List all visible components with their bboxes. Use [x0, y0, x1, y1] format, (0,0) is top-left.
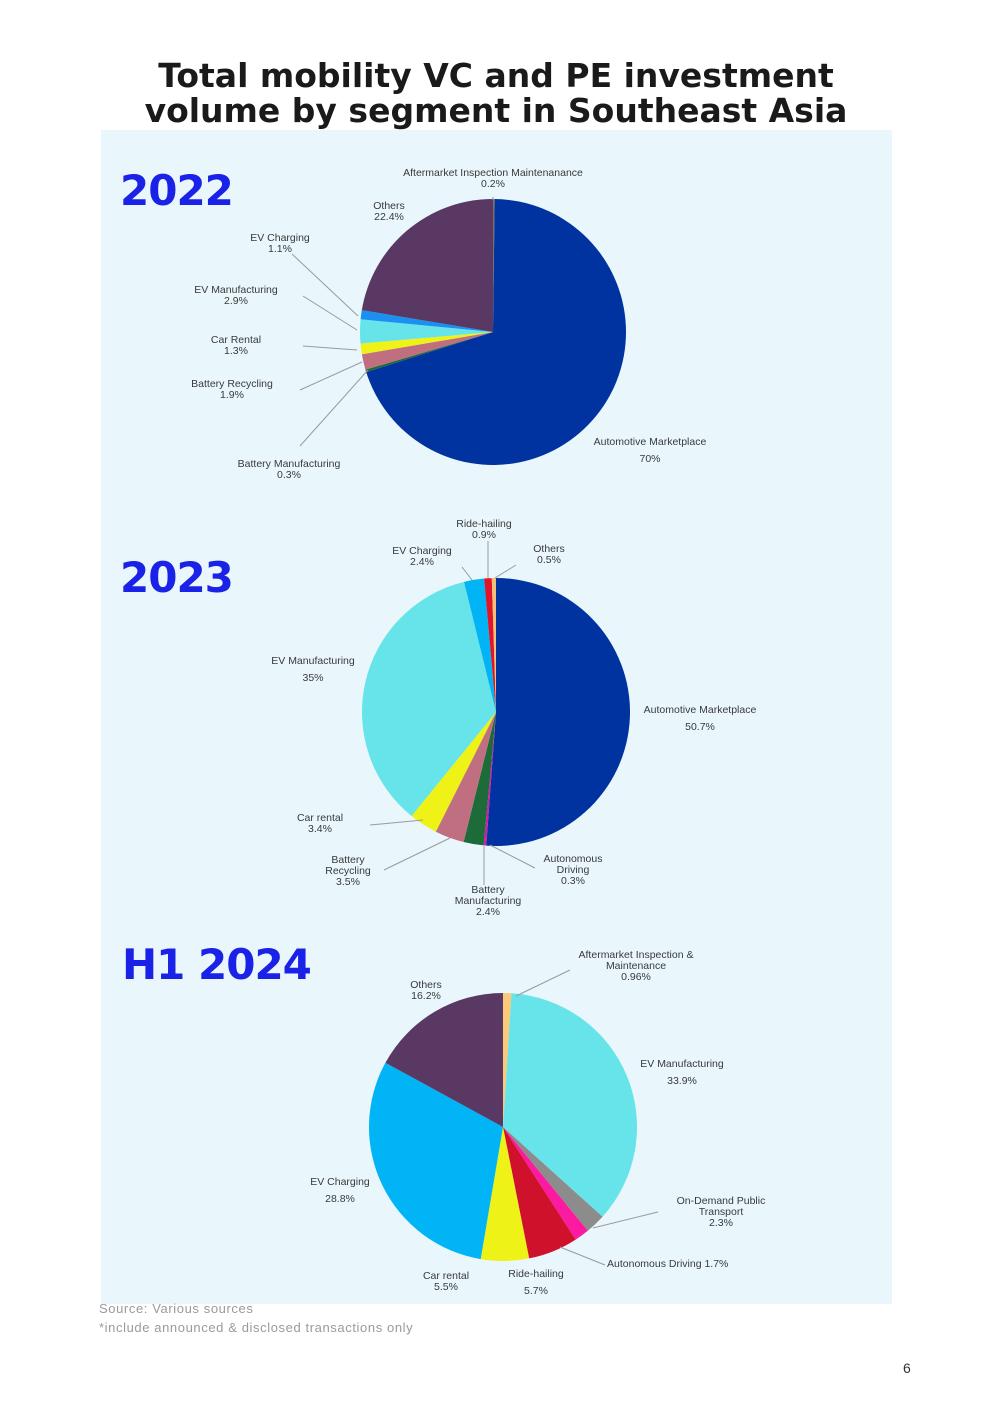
slice-h1-2024-aftermarket-inspection-maintenance	[503, 993, 512, 1127]
slice-2022-aftermarket-inspection-maintenanance	[493, 199, 495, 332]
year-h1-2024-heading: H1 2024	[122, 940, 312, 989]
label-h1-2024-on-demand-public-transport: On-Demand Public Transport 2.3%	[677, 1195, 766, 1229]
slice-2023-others	[491, 578, 496, 712]
leader-lines	[291, 197, 659, 1266]
slice-h1-2024-autonomous-driving	[503, 1127, 588, 1240]
slice-2022-battery-recycling	[361, 332, 493, 370]
leader-h1-2024-on-demand-public-transport	[592, 1211, 659, 1229]
slice-2023-automotive-marketplace	[486, 578, 630, 846]
pie-chart-h1-2024	[369, 992, 637, 1261]
slice-h1-2024-on-demand-public-transport	[503, 1127, 603, 1231]
pie-chart-2023	[362, 578, 630, 846]
slice-h1-2024-ride-hailing	[503, 1127, 576, 1259]
leader-h1-2024-autonomous-driving	[559, 1246, 606, 1266]
label-2022-others: Others 22.4%	[373, 200, 405, 223]
slice-labels: Aftermarket Inspection Maintenanance 0.2%…	[191, 167, 765, 1297]
slice-h1-2024-car-rental	[480, 1127, 530, 1261]
label-2023-car-rental: Car rental 3.4%	[297, 812, 343, 835]
leader-h1-2024-aftermarket-inspection-maintenance	[515, 969, 571, 997]
label-h1-2024-ev-charging: EV Charging 28.8%	[310, 1176, 370, 1205]
title-line-2: volume by segment in Southeast Asia	[144, 91, 848, 130]
label-h1-2024-car-rental: Car rental 5.5%	[423, 1270, 469, 1293]
label-2022-automotive-marketplace: Automotive Marketplace 70%	[594, 436, 707, 465]
leader-2023-others	[494, 564, 517, 579]
footnote: *include announced & disclosed transacti…	[99, 1320, 414, 1335]
slice-2022-ev-manufacturing	[360, 319, 493, 344]
label-h1-2024-others: Others 16.2%	[410, 979, 442, 1002]
leader-2022-ev-manufacturing	[302, 295, 358, 331]
year-2022-heading: 2022	[120, 166, 234, 215]
page-number: 6	[903, 1360, 911, 1376]
label-2023-autonomous-driving: Autonomous Driving 0.3%	[544, 853, 603, 887]
label-2022-ev-manufacturing: EV Manufacturing 2.9%	[194, 284, 278, 307]
title-line-1: Total mobility VC and PE investment	[158, 56, 834, 95]
label-2022-car-rental: Car Rental 1.3%	[211, 334, 261, 357]
slice-2023-ev-charging	[464, 578, 496, 712]
slice-2023-autonomous-driving	[483, 712, 496, 846]
label-2022-aftermarket-inspection-maintenanance: Aftermarket Inspection Maintenanance 0.2%	[403, 167, 583, 190]
slice-2023-car-rental	[411, 712, 496, 832]
label-2022-ev-charging: EV Charging 1.1%	[250, 232, 310, 255]
label-2023-others: Others 0.5%	[533, 543, 565, 566]
slice-2022-battery-manufacturing	[365, 332, 493, 373]
label-2023-battery-recycling: Battery Recycling 3.5%	[325, 854, 371, 888]
label-h1-2024-ride-hailing: Ride-hailing 5.7%	[508, 1268, 564, 1297]
label-2022-battery-manufacturing: Battery Manufacturing 0.3%	[238, 458, 341, 481]
leader-2022-battery-manufacturing	[299, 369, 369, 447]
slice-2023-battery-manufacturing	[463, 712, 496, 846]
label-2023-ev-manufacturing: EV Manufacturing 35%	[271, 655, 355, 684]
label-2023-ev-charging: EV Charging 2.4%	[392, 545, 452, 568]
page-title: Total mobility VC and PE investment volu…	[0, 58, 992, 128]
leader-2022-ev-charging	[291, 253, 359, 317]
slice-2023-ev-manufacturing	[362, 581, 496, 817]
leader-2023-car-rental	[369, 819, 424, 826]
slice-2022-others	[361, 199, 493, 332]
slice-2023-battery-recycling	[435, 712, 496, 843]
slice-2022-automotive-marketplace	[366, 199, 627, 465]
leader-2022-battery-recycling	[299, 361, 363, 391]
label-h1-2024-ev-manufacturing: EV Manufacturing 33.9%	[640, 1058, 724, 1087]
year-2023-heading: 2023	[120, 553, 234, 602]
leader-2023-ev-charging	[461, 566, 473, 581]
slice-h1-2024-ev-manufacturing	[503, 993, 637, 1217]
pie-chart-2022	[360, 199, 627, 465]
leader-2023-battery-recycling	[383, 837, 451, 871]
label-h1-2024-aftermarket-inspection-maintenance: Aftermarket Inspection & Maintenance 0.96%	[579, 949, 694, 983]
slice-2022-ev-charging	[360, 310, 493, 332]
slice-h1-2024-others	[385, 992, 503, 1127]
slice-h1-2024-ev-charging	[369, 1062, 503, 1260]
slice-2022-car-rental	[360, 332, 493, 355]
source-note: Source: Various sources	[99, 1301, 254, 1316]
label-2023-battery-manufacturing: Battery Manufacturing 2.4%	[455, 884, 522, 918]
label-h1-2024-autonomous-driving: Autonomous Driving 1.7%	[607, 1258, 728, 1270]
label-2023-automotive-marketplace: Automotive Marketplace 50.7%	[644, 704, 757, 733]
leader-2022-car-rental	[302, 345, 358, 351]
label-2023-ride-hailing: Ride-hailing 0.9%	[456, 518, 512, 541]
leader-2023-autonomous-driving	[489, 844, 536, 869]
label-2022-battery-recycling: Battery Recycling 1.9%	[191, 378, 273, 401]
slice-2023-ride-hailing	[484, 578, 496, 712]
